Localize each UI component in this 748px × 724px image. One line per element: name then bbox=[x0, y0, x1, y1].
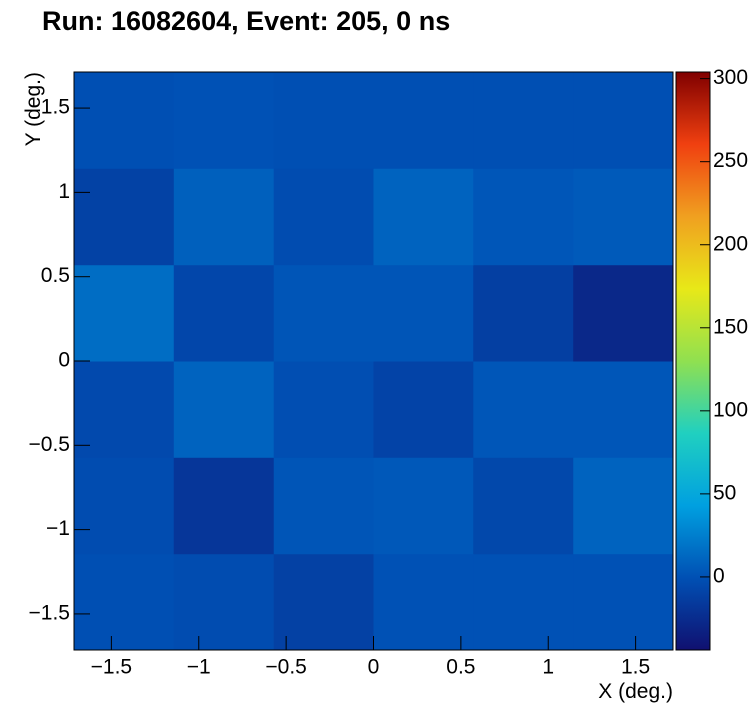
colorbar-tick-label: 150 bbox=[713, 315, 748, 338]
heatmap-cell bbox=[373, 72, 474, 169]
heatmap-cell bbox=[373, 553, 474, 651]
colorbar-tick-label: 50 bbox=[713, 481, 736, 504]
x-tick-label: 0 bbox=[368, 656, 380, 679]
heatmap-cell bbox=[74, 72, 175, 169]
colorbar bbox=[675, 71, 711, 651]
heatmap-cell bbox=[74, 361, 175, 458]
heatmap-cell bbox=[74, 168, 175, 266]
colorbar-tick-label: 100 bbox=[713, 398, 748, 421]
colorbar-tick-label: 250 bbox=[713, 149, 748, 172]
heatmap-cell bbox=[573, 264, 674, 362]
heatmap-cell bbox=[173, 72, 275, 169]
heatmap-cell bbox=[273, 457, 374, 555]
heatmap-cell bbox=[373, 361, 474, 458]
y-tick-label: 0 bbox=[58, 349, 70, 372]
heatmap-cell bbox=[173, 168, 275, 266]
heatmap-cell bbox=[373, 264, 474, 362]
heatmap-cell bbox=[473, 168, 574, 266]
heatmap-cell bbox=[74, 264, 175, 362]
heatmap-cell bbox=[473, 361, 574, 458]
y-tick-label: −1 bbox=[46, 517, 70, 540]
heatmap-cell bbox=[373, 457, 474, 555]
heatmap-cell bbox=[173, 457, 275, 555]
heatmap-cell bbox=[74, 553, 175, 651]
y-tick-label: 1.5 bbox=[41, 96, 70, 119]
y-axis-label: Y (deg.) bbox=[22, 72, 45, 146]
y-tick-label: 1 bbox=[58, 180, 70, 203]
heatmap-cell bbox=[273, 264, 374, 362]
heatmap-cell bbox=[573, 72, 674, 169]
x-tick-label: −1.5 bbox=[91, 656, 132, 679]
heatmap-cell bbox=[173, 264, 275, 362]
y-tick-label: −1.5 bbox=[29, 601, 70, 624]
heatmap-cell bbox=[273, 553, 374, 651]
x-tick-label: −0.5 bbox=[265, 656, 306, 679]
heatmap-cell bbox=[173, 361, 275, 458]
colorbar-tick-label: 0 bbox=[713, 564, 725, 587]
x-tick-label: −1 bbox=[187, 656, 211, 679]
heatmap-cell bbox=[473, 72, 574, 169]
heatmap-cell bbox=[473, 553, 574, 651]
heatmap-cell bbox=[573, 361, 674, 458]
heatmap-cell bbox=[373, 168, 474, 266]
x-tick-label: 1 bbox=[542, 656, 554, 679]
heatmap-cell bbox=[273, 361, 374, 458]
heatmap-cell bbox=[473, 264, 574, 362]
colorbar-tick-label: 300 bbox=[713, 66, 748, 89]
heatmap-cell bbox=[173, 553, 275, 651]
heatmap-cell bbox=[273, 168, 374, 266]
heatmap-cell bbox=[573, 457, 674, 555]
colorbar-tick-label: 200 bbox=[713, 232, 748, 255]
x-tick-label: 0.5 bbox=[446, 656, 475, 679]
heatmap-cell bbox=[273, 72, 374, 169]
x-axis-label: X (deg.) bbox=[598, 680, 673, 703]
heatmap-cell bbox=[74, 457, 175, 555]
y-tick-label: −0.5 bbox=[29, 433, 70, 456]
heatmap-cell bbox=[573, 168, 674, 266]
heatmap-cell bbox=[473, 457, 574, 555]
chart-title: Run: 16082604, Event: 205, 0 ns bbox=[42, 6, 450, 36]
x-tick-label: 1.5 bbox=[621, 656, 650, 679]
heatmap-cell bbox=[573, 553, 674, 651]
y-tick-label: 0.5 bbox=[41, 264, 70, 287]
